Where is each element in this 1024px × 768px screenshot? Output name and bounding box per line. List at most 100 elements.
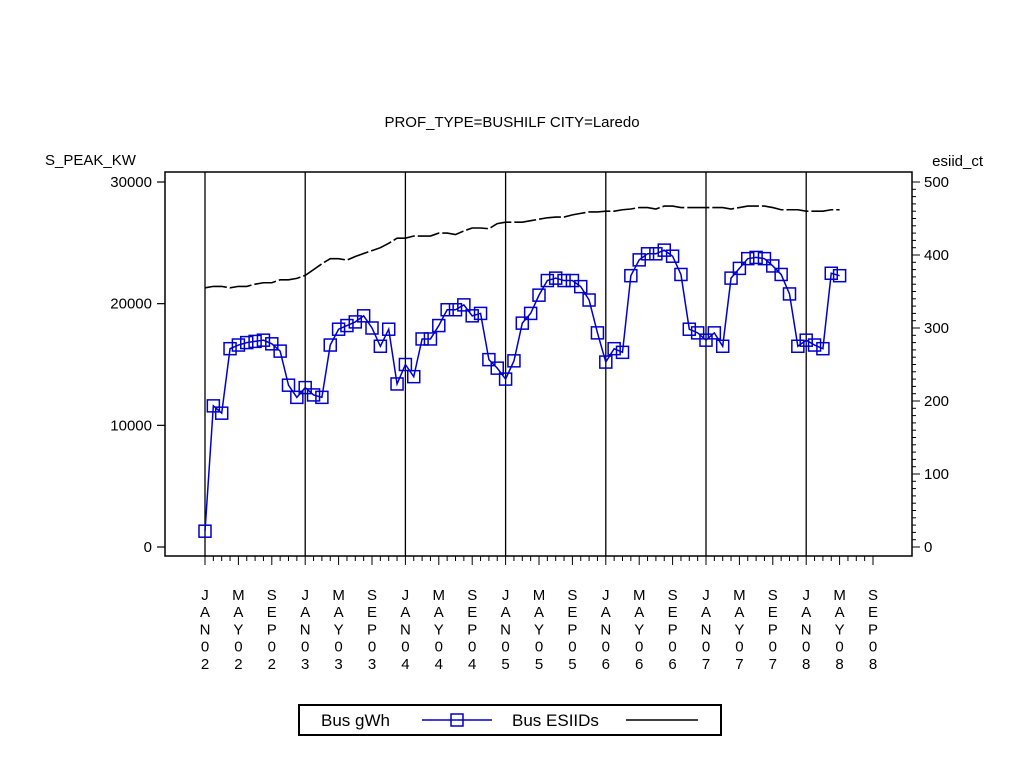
data-point-bus-gwh: [574, 279, 588, 294]
series-bus-esiids: [204, 205, 840, 289]
y-right-tick-label: 200: [924, 393, 949, 410]
data-point-bus-gwh: [532, 288, 546, 302]
legend-swatch-bus-gwh: [422, 713, 492, 727]
data-point-bus-gwh: [548, 271, 563, 285]
data-point-bus-gwh: [665, 249, 680, 263]
data-point-bus-gwh: [306, 388, 321, 402]
data-point-bus-gwh: [674, 267, 688, 282]
y-right-tick-label: 500: [924, 174, 949, 191]
data-point-bus-gwh: [832, 268, 847, 283]
data-point-bus-gwh: [624, 268, 638, 283]
legend-label-bus-esiids: Bus ESIIDs: [512, 711, 599, 730]
data-point-bus-gwh: [724, 271, 738, 285]
data-point-bus-gwh: [373, 339, 388, 353]
data-point-bus-gwh: [231, 338, 246, 352]
x-axis: J A N 0 2 M A Y 0 2 S E P 0 2 J A N 0 3 M A Y 0 3 S E P 0 3 J A N 0 4 M A Y 0 4…: [200, 556, 878, 673]
data-point-bus-gwh: [432, 318, 446, 333]
data-point-bus-gwh: [540, 273, 555, 288]
data-point-bus-gwh: [741, 251, 755, 266]
y-left-axis-label: S_PEAK_KW: [45, 152, 137, 169]
chart-title: PROF_TYPE=BUSHILF CITY=Laredo: [384, 114, 639, 131]
data-point-bus-gwh: [482, 352, 496, 367]
data-point-bus-gwh: [407, 369, 421, 384]
y-right-tick-label: 300: [924, 320, 949, 337]
data-point-bus-gwh: [323, 338, 337, 352]
data-point-bus-gwh: [331, 322, 346, 336]
legend-swatch-bus-esiids: [626, 719, 698, 721]
data-point-bus-gwh: [223, 341, 237, 356]
data-point-bus-gwh: [381, 322, 396, 336]
data-point-bus-gwh: [607, 341, 621, 356]
y-right-tick-label: 0: [924, 539, 932, 556]
data-point-bus-gwh: [590, 326, 605, 340]
data-point-bus-gwh: [816, 341, 830, 356]
data-point-bus-gwh: [782, 287, 797, 301]
data-point-bus-gwh: [515, 316, 530, 330]
series-line-bus-esiids: [204, 205, 840, 289]
data-point-bus-gwh: [281, 378, 296, 392]
data-point-bus-gwh: [315, 390, 329, 405]
data-point-bus-gwh: [273, 344, 287, 358]
data-point-bus-gwh: [699, 333, 713, 347]
data-point-bus-gwh: [415, 332, 429, 346]
data-point-bus-gwh: [206, 399, 221, 413]
data-point-bus-gwh: [640, 247, 655, 261]
data-point-bus-gwh: [340, 318, 354, 333]
data-point-bus-gwh: [599, 355, 613, 369]
data-point-bus-gwh: [356, 309, 371, 323]
data-point-bus-gwh: [448, 303, 463, 317]
data-point-bus-gwh: [398, 357, 413, 372]
data-point-bus-gwh: [749, 250, 763, 265]
data-point-bus-gwh: [507, 354, 521, 368]
data-point-bus-gwh: [690, 326, 705, 340]
y-left-tick-label: 10000: [110, 417, 152, 434]
y-left-tick-label: 20000: [110, 296, 152, 313]
data-point-bus-gwh: [615, 345, 630, 360]
data-point-bus-gwh: [256, 333, 271, 347]
year-reference-lines: [204, 172, 807, 556]
data-point-bus-gwh: [799, 333, 813, 347]
data-point-bus-gwh: [682, 322, 697, 336]
data-point-bus-gwh: [582, 293, 596, 307]
data-point-bus-gwh: [298, 380, 312, 395]
data-point-bus-gwh: [557, 273, 571, 288]
data-point-bus-gwh: [649, 247, 663, 261]
data-point-bus-gwh: [440, 303, 454, 317]
data-point-bus-gwh: [214, 406, 229, 420]
data-point-bus-gwh: [523, 306, 538, 321]
data-point-bus-gwh: [473, 306, 488, 321]
data-point-bus-gwh: [423, 332, 438, 346]
data-point-bus-gwh: [265, 337, 279, 351]
data-point-bus-gwh: [707, 326, 722, 340]
series-bus-gwh: [198, 243, 847, 538]
y-right-axis: 0 100 200 300 400 500: [912, 174, 949, 556]
legend-label-bus-gwh: Bus gWh: [321, 711, 390, 730]
y-left-axis: 0 10000 20000 30000: [110, 174, 165, 556]
data-point-bus-gwh: [290, 390, 304, 405]
data-point-bus-gwh: [490, 361, 504, 375]
y-right-tick-label: 400: [924, 247, 949, 264]
data-point-bus-gwh: [365, 321, 379, 335]
data-point-bus-gwh: [824, 266, 838, 280]
data-point-bus-gwh: [248, 334, 262, 349]
data-point-bus-gwh: [807, 338, 822, 352]
data-point-bus-gwh: [757, 251, 772, 266]
data-point-bus-gwh: [732, 261, 747, 276]
